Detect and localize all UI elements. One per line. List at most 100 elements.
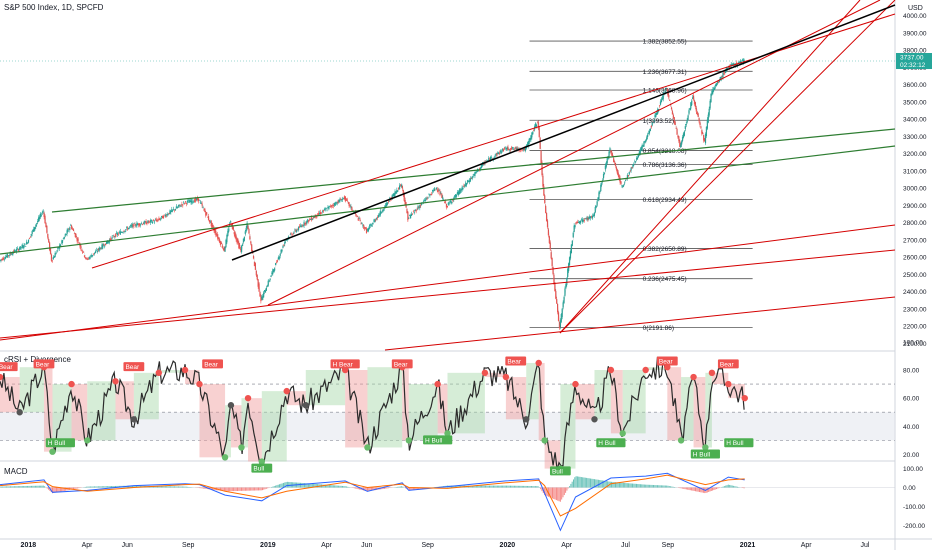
candle-body [517, 148, 519, 149]
macd-hist-bar [315, 484, 317, 488]
candle-body [552, 266, 554, 274]
candle-body [648, 130, 651, 134]
trend-line [384, 296, 896, 351]
macd-hist-bar [519, 485, 521, 488]
candle-body [523, 149, 525, 151]
rsi-cloud [261, 391, 287, 462]
candle-body [516, 147, 518, 151]
candle-body [435, 187, 437, 189]
rsi-pivot-dot [541, 437, 548, 444]
candle-body [179, 204, 181, 206]
macd-hist-bar [198, 487, 200, 489]
macd-hist-bar [544, 487, 546, 496]
candle-body [56, 250, 58, 252]
candle-body [403, 193, 405, 201]
macd-hist-bar [284, 482, 286, 488]
candle-body [738, 61, 741, 63]
macd-hist-bar [97, 486, 99, 488]
macd-hist-bar [621, 482, 623, 488]
macd-hist-bar [63, 487, 65, 491]
candle-body [234, 232, 236, 238]
candle-body [574, 225, 576, 228]
macd-hist-bar [330, 485, 332, 488]
macd-hist-bar [401, 486, 403, 488]
candle-body [232, 226, 234, 230]
divergence-label: H Bull [425, 437, 443, 444]
candle-body [253, 261, 256, 267]
macd-hist-bar [107, 486, 109, 488]
macd-hist-bar [20, 486, 22, 488]
candle-body [251, 244, 253, 252]
macd-hist-bar [285, 482, 287, 488]
candle-body [705, 126, 708, 137]
candle-body [457, 191, 459, 195]
price-tick-label: 2500.00 [903, 272, 927, 279]
divergence-label: Bear [720, 361, 735, 368]
candle-body [715, 83, 718, 86]
macd-hist-bar [282, 482, 284, 488]
candle-body [345, 198, 347, 200]
candle-body [603, 172, 606, 174]
candle-body [173, 209, 176, 211]
macd-hist-bar [716, 487, 718, 490]
candle-body [84, 257, 87, 259]
candle-body [165, 216, 167, 217]
candle-body [396, 189, 398, 193]
macd-hist-bar [689, 487, 691, 491]
candle-body [141, 224, 143, 225]
macd-hist-bar [516, 485, 518, 488]
candle-body [377, 214, 380, 218]
candle-body [689, 108, 691, 110]
candle-body [450, 200, 452, 204]
divergence-label: Bull [552, 468, 563, 475]
candle-body [177, 206, 179, 208]
macd-hist-bar [491, 485, 493, 488]
candle-body [23, 246, 25, 248]
candle-body [613, 161, 616, 163]
candle-body [332, 205, 335, 207]
candle-body [160, 218, 162, 220]
candle-body [432, 189, 434, 192]
candle-body [87, 259, 89, 260]
candle-body [307, 219, 309, 222]
macd-hist-bar [336, 485, 338, 488]
candle-body [557, 303, 559, 313]
candle-body [117, 233, 120, 235]
candle-body [459, 189, 461, 194]
macd-hist-bar [672, 486, 674, 488]
candle-body [244, 231, 246, 234]
candle-body [724, 72, 726, 74]
candle-body [111, 236, 113, 239]
rsi-cloud [71, 384, 88, 441]
candle-body [114, 236, 116, 238]
candle-body [379, 210, 381, 216]
macd-hist-bar [365, 487, 367, 491]
candle-body [336, 203, 338, 205]
candle-body [261, 297, 263, 299]
macd-hist-bar [170, 486, 172, 488]
macd-hist-bar [300, 482, 302, 488]
macd-hist-bar [225, 487, 227, 492]
macd-hist-bar [658, 485, 660, 488]
fib-level-label: 1.382(3852.55) [643, 39, 687, 46]
macd-hist-bar [549, 487, 551, 498]
candle-body [468, 180, 471, 183]
candle-body [409, 215, 411, 216]
candle-body [153, 221, 155, 223]
macd-hist-bar [160, 486, 162, 488]
candle-body [638, 151, 640, 156]
candle-body [376, 216, 379, 218]
candle-body [463, 185, 465, 187]
candle-body [1, 259, 3, 260]
candle-body [677, 135, 679, 138]
candle-body [38, 216, 41, 220]
macd-hist-bar [475, 485, 477, 488]
macd-hist-bar [280, 483, 282, 488]
macd-hist-bar [473, 485, 475, 488]
candle-body [440, 193, 442, 195]
macd-hist-bar [536, 486, 538, 488]
macd-hist-bar [387, 487, 389, 489]
candle-body [647, 132, 650, 134]
